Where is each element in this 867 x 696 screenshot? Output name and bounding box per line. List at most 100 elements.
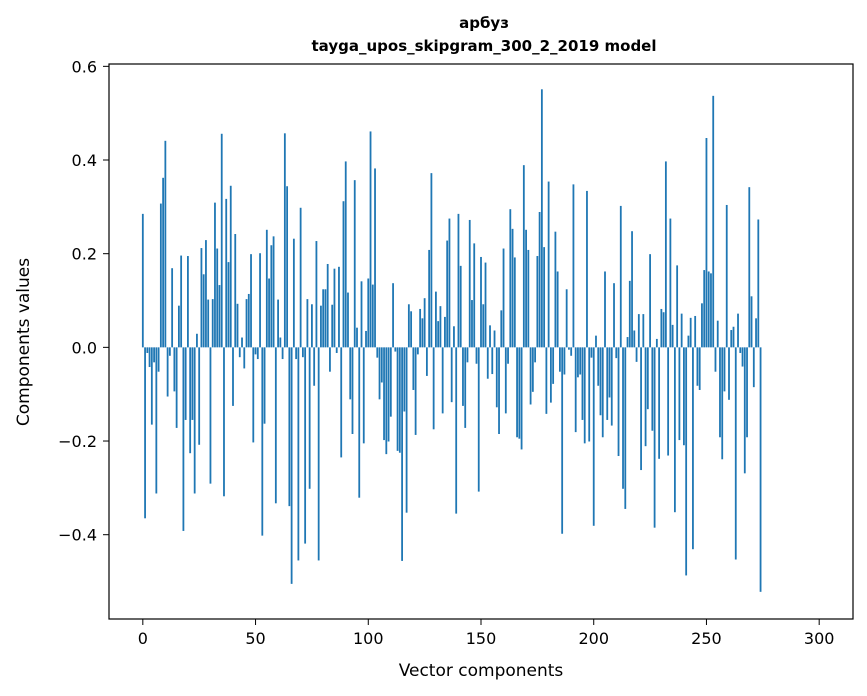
bar-88 xyxy=(340,347,343,458)
bar-263 xyxy=(734,347,737,560)
bar-113 xyxy=(396,347,399,451)
bar-157 xyxy=(495,347,498,408)
bar-63 xyxy=(283,133,286,348)
bar-95 xyxy=(356,327,358,348)
bar-209 xyxy=(613,283,615,348)
bar-50 xyxy=(254,347,257,355)
bar-77 xyxy=(315,241,318,348)
bar-223 xyxy=(644,347,647,447)
bar-225 xyxy=(649,254,651,348)
bar-202 xyxy=(597,347,600,386)
bar-214 xyxy=(624,347,627,509)
bar-28 xyxy=(205,240,207,348)
bar-262 xyxy=(732,326,735,348)
bar-53 xyxy=(261,347,264,536)
bar-37 xyxy=(225,198,228,348)
bar-131 xyxy=(437,321,440,348)
bar-199 xyxy=(590,347,593,358)
bar-79 xyxy=(320,305,322,348)
bar-123 xyxy=(419,308,422,348)
bar-235 xyxy=(671,324,674,348)
bar-3 xyxy=(148,347,151,368)
bar-58 xyxy=(272,236,275,348)
bar-101 xyxy=(369,131,372,348)
bar-96 xyxy=(358,347,361,498)
bar-73 xyxy=(306,299,309,348)
bar-254 xyxy=(714,347,717,372)
bar-195 xyxy=(581,347,584,420)
bar-120 xyxy=(412,347,415,390)
bar-260 xyxy=(728,347,730,400)
bar-180 xyxy=(547,181,550,348)
bar-111 xyxy=(392,283,394,348)
bar-127 xyxy=(428,249,431,348)
bar-164 xyxy=(511,228,514,348)
y-tick-label: 0.2 xyxy=(72,245,97,264)
bar-102 xyxy=(371,284,374,348)
x-tick-label: 200 xyxy=(578,629,609,648)
bar-255 xyxy=(716,320,719,348)
bar-122 xyxy=(416,347,419,355)
bar-150 xyxy=(480,256,482,348)
bar-108 xyxy=(385,347,388,455)
bar-103 xyxy=(374,168,376,348)
bar-74 xyxy=(308,347,311,489)
bar-192 xyxy=(574,347,577,433)
bar-31 xyxy=(211,299,214,348)
bar-218 xyxy=(633,330,636,348)
bar-48 xyxy=(250,254,252,348)
bar-106 xyxy=(380,347,383,383)
bar-4 xyxy=(150,347,153,425)
bar-32 xyxy=(214,202,216,348)
bar-173 xyxy=(531,347,534,392)
bar-181 xyxy=(549,347,552,403)
bar-130 xyxy=(435,291,437,348)
bar-16 xyxy=(177,305,180,348)
x-axis-ticks: 0 50 100 150 200 250 300 xyxy=(138,619,835,648)
bar-69 xyxy=(297,347,300,561)
bar-97 xyxy=(360,281,363,348)
bar-86 xyxy=(335,347,338,353)
bar-22 xyxy=(191,347,194,420)
bar-238 xyxy=(678,347,681,441)
bar-224 xyxy=(646,347,649,410)
bar-212 xyxy=(619,205,622,348)
bar-94 xyxy=(353,180,356,348)
y-tick-label: −0.2 xyxy=(58,432,97,451)
bar-110 xyxy=(389,347,392,417)
bar-30 xyxy=(209,347,212,484)
bar-82 xyxy=(326,263,329,348)
bar-132 xyxy=(439,306,442,348)
x-tick-label: 150 xyxy=(466,629,497,648)
bar-70 xyxy=(299,207,302,348)
bar-133 xyxy=(441,347,444,414)
bar-33 xyxy=(216,248,219,348)
bar-6 xyxy=(155,347,158,494)
bar-140 xyxy=(457,213,460,348)
chart-subtitle: tayga_upos_skipgram_300_2_2019 model xyxy=(312,37,657,55)
bar-175 xyxy=(536,256,539,348)
bar-257 xyxy=(721,347,724,460)
bar-24 xyxy=(196,333,198,348)
bar-234 xyxy=(669,218,672,348)
bar-267 xyxy=(743,347,746,474)
bar-239 xyxy=(680,313,683,348)
bar-206 xyxy=(606,347,609,420)
bar-191 xyxy=(572,184,575,348)
bar-83 xyxy=(329,347,331,372)
x-tick-label: 300 xyxy=(804,629,835,648)
y-tick-label: 0.4 xyxy=(72,151,97,170)
bar-100 xyxy=(367,278,370,348)
bar-119 xyxy=(410,311,413,348)
bar-47 xyxy=(247,293,250,348)
bar-168 xyxy=(520,347,523,450)
bar-241 xyxy=(685,347,688,576)
bar-163 xyxy=(509,209,512,348)
bar-41 xyxy=(234,234,237,348)
bar-160 xyxy=(502,248,505,348)
bar-13 xyxy=(171,268,174,348)
bar-85 xyxy=(333,268,336,348)
bar-147 xyxy=(473,243,476,348)
bar-55 xyxy=(265,229,268,348)
